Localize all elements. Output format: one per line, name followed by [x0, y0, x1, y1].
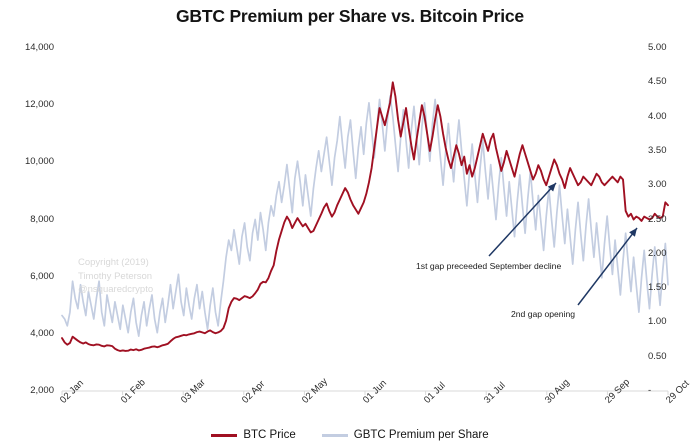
y-axis-right-tick: 0.50	[648, 350, 667, 362]
y-axis-left-tick: 6,000	[30, 270, 54, 282]
axes-group	[61, 390, 669, 395]
legend-item-btc-price: BTC Price	[211, 429, 296, 441]
annotation-second-gap: 2nd gap opening	[511, 309, 576, 319]
arrow-head-first-gap	[547, 183, 556, 192]
y-axis-right-tick: 2.00	[648, 247, 667, 259]
y-axis-left-tick: 10,000	[24, 156, 54, 168]
y-axis-right-tick: 1.00	[648, 316, 667, 328]
y-axis-right-tick: 4.00	[648, 110, 667, 122]
y-axis-left-tick: 8,000	[30, 213, 54, 225]
annotation-first-gap: 1st gap preceeded September decline	[416, 261, 562, 271]
y-axis-right-tick: 5.00	[648, 42, 667, 53]
y-axis-right-tick: 4.50	[648, 76, 667, 88]
legend-swatch-gbtc-premium	[321, 433, 348, 437]
legend-swatch-btc-price	[211, 433, 238, 437]
y-axis-right-tick: 3.00	[648, 179, 667, 191]
legend-item-gbtc-premium: GBTC Premium per Share	[321, 429, 489, 441]
y-axis-left-tick: 2,000	[30, 385, 54, 396]
y-axis-right-tick: -	[648, 385, 652, 396]
y-axis-left-tick: 14,000	[24, 42, 54, 53]
arrow-head-second-gap	[629, 228, 637, 237]
chart-title: GBTC Premium per Share vs. Bitcoin Price	[176, 6, 524, 26]
y-axis-right-tick: 3.50	[648, 144, 667, 156]
annotation-arrows	[488, 182, 638, 306]
y-axis-right-tick: 2.50	[648, 213, 667, 225]
series-group	[61, 81, 669, 352]
legend-label-gbtc-premium: GBTC Premium per Share	[353, 429, 489, 441]
legend-label-btc-price: BTC Price	[243, 429, 296, 441]
y-axis-left-tick: 12,000	[24, 99, 54, 111]
y-axis-left-tick: 4,000	[30, 327, 54, 339]
y-axis-right-tick: 1.50	[648, 282, 667, 294]
chart-legend: BTC Price GBTC Premium per Share	[0, 429, 700, 441]
